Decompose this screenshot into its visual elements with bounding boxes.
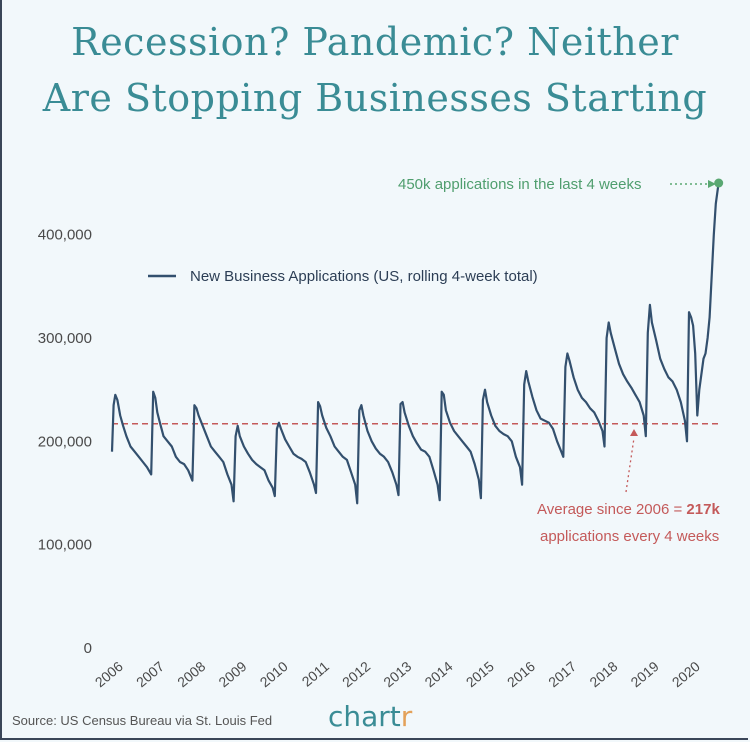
legend-label: New Business Applications (US, rolling 4… — [190, 268, 538, 285]
brand-accent: r — [400, 700, 413, 733]
latest-annotation-text: 450k applications in the last 4 weeks — [398, 176, 641, 193]
x-tick-label: 2020 — [669, 658, 703, 690]
x-tick-label: 2017 — [545, 658, 579, 690]
average-annotation-arrowhead — [630, 429, 638, 436]
title-line-1: Recession? Pandemic? Neither — [71, 20, 679, 64]
y-tick-label: 0 — [84, 640, 92, 657]
x-tick-label: 2018 — [586, 658, 620, 690]
x-tick-label: 2010 — [257, 658, 291, 690]
x-tick-label: 2007 — [133, 658, 167, 690]
y-tick-label: 300,000 — [38, 330, 92, 347]
average-annotation-line-1: Average since 2006 = 217k — [537, 501, 720, 518]
x-tick-label: 2011 — [299, 658, 333, 690]
latest-annotation: 450k applications in the last 4 weeks — [398, 176, 716, 193]
brand-main: chart — [328, 700, 401, 733]
y-tick-label: 100,000 — [38, 537, 92, 554]
x-tick-label: 2012 — [339, 658, 373, 690]
average-annotation-line-2: applications every 4 weeks — [540, 528, 719, 545]
title-line-2: Are Stopping Businesses Starting — [42, 76, 708, 120]
x-tick-label: 2014 — [422, 658, 456, 690]
x-tick-label: 2006 — [92, 658, 126, 690]
brand-logo: chartr — [328, 700, 412, 733]
source-note: Source: US Census Bureau via St. Louis F… — [12, 713, 273, 728]
x-tick-label: 2015 — [463, 658, 497, 690]
average-annotation-pointer — [625, 437, 635, 493]
legend: New Business Applications (US, rolling 4… — [148, 268, 538, 285]
x-tick-label: 2009 — [215, 658, 249, 690]
latest-annotation-arrowhead — [708, 180, 716, 188]
x-axis: 2006 2007 2008 2009 2010 2011 2012 2013 2014 2015… — [92, 658, 703, 690]
average-annotation: Average since 2006 = 217k applications e… — [537, 429, 720, 545]
y-tick-label: 400,000 — [38, 227, 92, 244]
x-tick-label: 2008 — [174, 658, 208, 690]
chart-title: Recession? Pandemic? Neither Are Stoppin… — [0, 14, 750, 126]
y-axis: 0 100,000 200,000 300,000 400,000 — [38, 227, 92, 657]
x-tick-label: 2013 — [380, 658, 414, 690]
y-tick-label: 200,000 — [38, 433, 92, 450]
x-tick-label: 2016 — [504, 658, 538, 690]
x-tick-label: 2019 — [628, 658, 662, 690]
latest-point-marker — [714, 178, 724, 188]
series-line — [110, 182, 720, 505]
